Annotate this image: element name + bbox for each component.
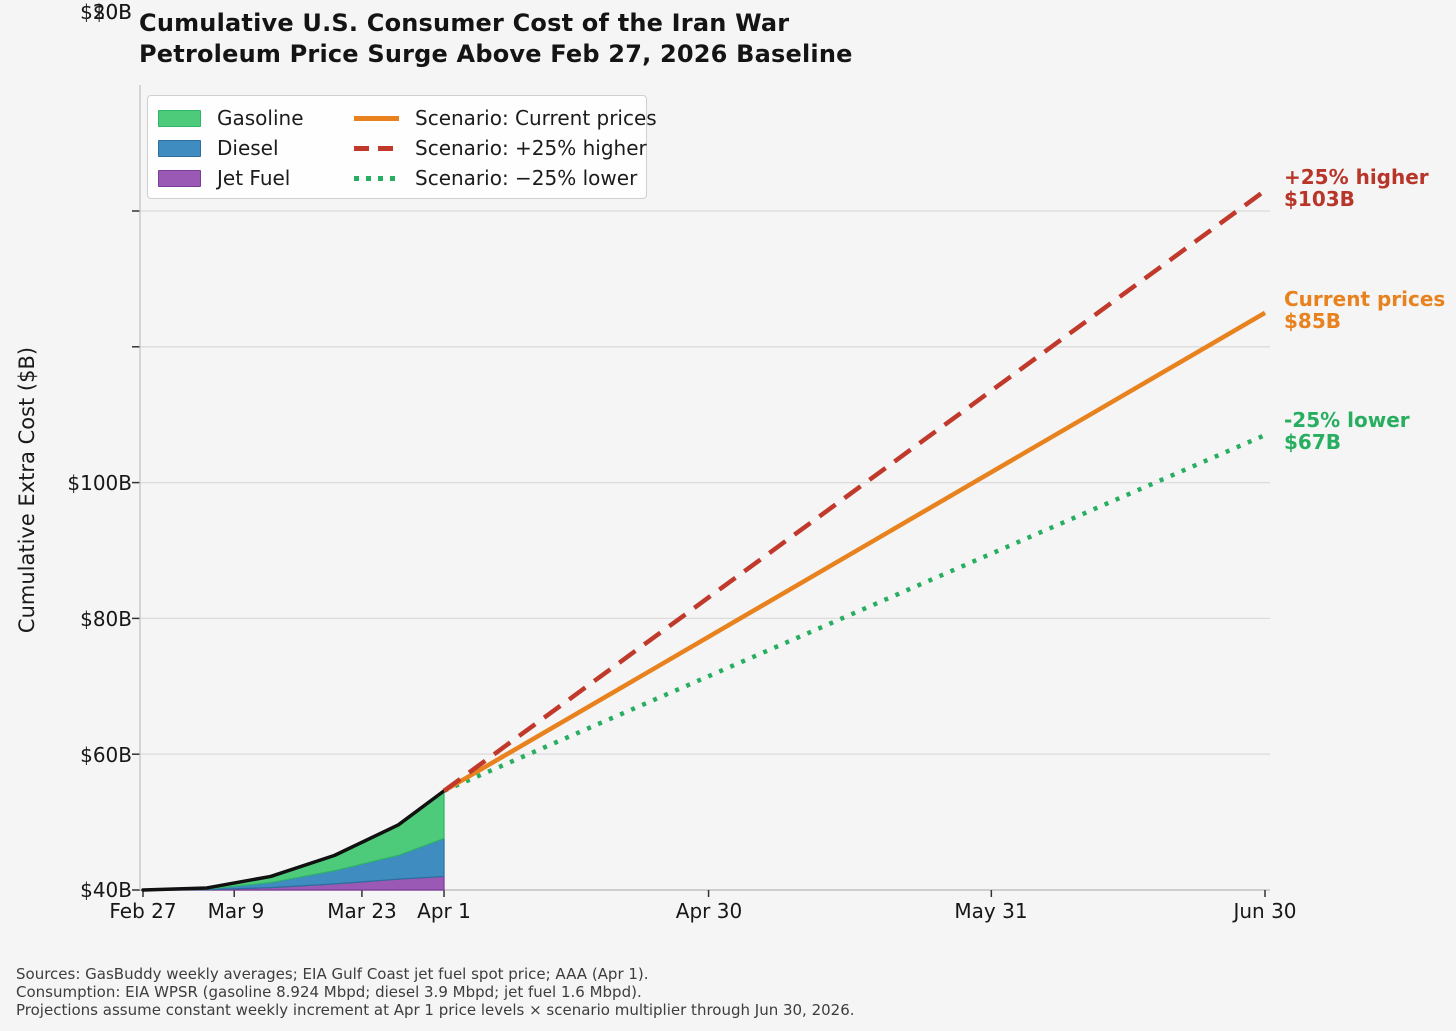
annotation-current: Current prices $85B bbox=[1284, 288, 1445, 332]
x-tick-label-apr1: Apr 1 bbox=[417, 899, 471, 923]
y-axis-label: Cumulative Extra Cost ($B) bbox=[15, 346, 39, 634]
legend-label: Jet Fuel bbox=[217, 166, 291, 190]
dashed-line-sample-icon bbox=[354, 145, 399, 151]
annotation-plus25: +25% higher $103B bbox=[1284, 166, 1429, 210]
gasoline-swatch-icon bbox=[158, 109, 201, 127]
legend-label: Scenario: −25% lower bbox=[415, 166, 638, 190]
projection-line-dashed bbox=[442, 188, 1267, 793]
diesel-swatch-icon bbox=[158, 139, 201, 157]
legend-entry-diesel: Diesel bbox=[158, 133, 354, 163]
y-tick-label-40: $40B bbox=[80, 878, 132, 902]
cumulative-total-line bbox=[141, 789, 446, 892]
solid-line-sample-icon bbox=[354, 115, 399, 121]
chart-title-line1: Cumulative U.S. Consumer Cost of the Ira… bbox=[139, 9, 790, 37]
projection-line-solid bbox=[442, 310, 1267, 793]
legend-box: Gasoline Diesel Jet Fuel Scenario: Curre… bbox=[147, 95, 657, 199]
y-tick-label-100: $100B bbox=[67, 471, 132, 495]
legend-entry-gasoline: Gasoline bbox=[158, 103, 354, 133]
x-tick-label-mar23: Mar 23 bbox=[327, 899, 397, 923]
legend-label: Scenario: Current prices bbox=[415, 106, 657, 130]
annotation-current-label: Current prices bbox=[1284, 287, 1446, 311]
annotation-plus25-label: +25% higher bbox=[1284, 165, 1429, 189]
footnote-consumption: Consumption: EIA WPSR (gasoline 8.924 Mb… bbox=[16, 983, 642, 1001]
annotation-minus25: -25% lower $67B bbox=[1284, 409, 1410, 453]
x-tick-label-feb27: Feb 27 bbox=[109, 899, 177, 923]
y-tick-label-0: $0B bbox=[92, 0, 132, 24]
dotted-line-sample-icon bbox=[354, 175, 399, 181]
x-tick-label-jun30: Jun 30 bbox=[1233, 899, 1297, 923]
x-tick-label-may31: May 31 bbox=[954, 899, 1028, 923]
annotation-minus25-label: -25% lower bbox=[1284, 408, 1410, 432]
x-tick-label-apr30: Apr 30 bbox=[675, 899, 743, 923]
annotation-current-value: $85B bbox=[1284, 309, 1341, 333]
annotation-minus25-value: $67B bbox=[1284, 430, 1341, 454]
legend-label: Gasoline bbox=[217, 106, 304, 130]
y-tick-label-80: $80B bbox=[80, 607, 132, 631]
y-tick-label-20: $20B bbox=[80, 0, 132, 24]
legend-label: Scenario: +25% higher bbox=[415, 136, 647, 160]
legend-label: Diesel bbox=[217, 136, 279, 160]
legend-entry-minus25: Scenario: −25% lower bbox=[354, 163, 657, 193]
legend-entry-current-prices: Scenario: Current prices bbox=[354, 103, 657, 133]
annotation-plus25-value: $103B bbox=[1284, 187, 1355, 211]
jet-fuel-swatch-icon bbox=[158, 169, 201, 187]
projection-line-dotted bbox=[443, 433, 1266, 793]
x-tick-label-mar9: Mar 9 bbox=[207, 899, 265, 923]
chart-title: Cumulative U.S. Consumer Cost of the Ira… bbox=[139, 8, 853, 70]
chart-title-line2: Petroleum Price Surge Above Feb 27, 2026… bbox=[139, 40, 853, 68]
legend-entry-jet-fuel: Jet Fuel bbox=[158, 163, 354, 193]
footnote-projections: Projections assume constant weekly incre… bbox=[16, 1001, 855, 1019]
y-tick-label-60: $60B bbox=[80, 743, 132, 767]
footnote-sources: Sources: GasBuddy weekly averages; EIA G… bbox=[16, 965, 649, 983]
legend-entry-plus25: Scenario: +25% higher bbox=[354, 133, 657, 163]
